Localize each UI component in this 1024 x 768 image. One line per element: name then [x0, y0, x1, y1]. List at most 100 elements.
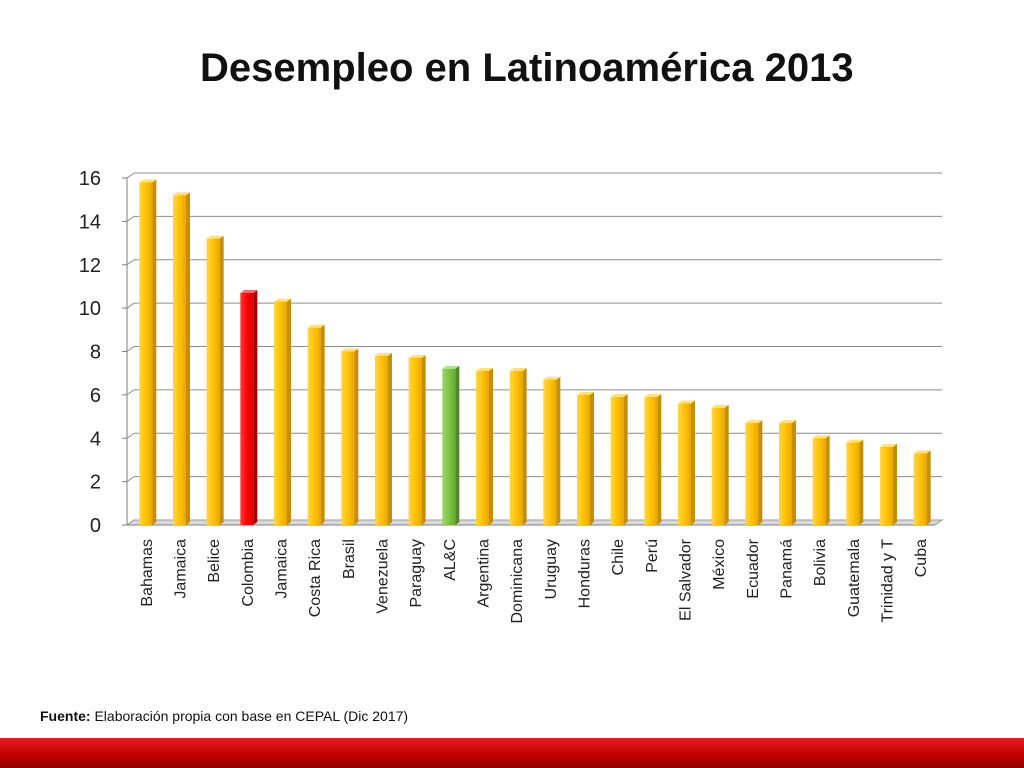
bar — [644, 394, 662, 525]
bar — [745, 420, 763, 525]
bar-front — [375, 355, 388, 525]
bar-front — [610, 397, 624, 525]
x-tick-label: Perú — [644, 539, 661, 573]
bar-side — [320, 324, 325, 525]
bar-front — [644, 397, 658, 525]
bar-side — [354, 348, 359, 525]
x-tick-label: Colombia — [240, 539, 257, 607]
y-tick-label: 4 — [90, 428, 101, 450]
bar — [846, 439, 864, 525]
bar-top — [442, 365, 460, 369]
bar-top — [240, 289, 258, 293]
x-tick-label: Uruguay — [543, 539, 560, 599]
bar — [476, 368, 493, 525]
bar — [812, 435, 830, 525]
gridlines — [126, 172, 942, 526]
bar-side — [792, 420, 796, 525]
bar-side — [219, 235, 224, 525]
gridline-depth — [126, 302, 135, 309]
source-note: Fuente: Elaboración propia con base en C… — [40, 708, 408, 724]
bar-top — [745, 420, 763, 424]
gridline-depth — [126, 432, 135, 439]
bar-top — [711, 404, 729, 408]
slide-title: Desempleo en Latinoamérica 2013 — [200, 46, 854, 90]
x-tick-label: Bahamas — [139, 539, 156, 607]
bar-front — [341, 351, 355, 525]
gridline-depth — [126, 389, 135, 396]
source-text: Elaboración propia con base en CEPAL (Di… — [94, 708, 409, 724]
bar-front — [240, 292, 254, 525]
bar-top — [509, 368, 527, 372]
bar-top — [678, 400, 695, 404]
bar — [442, 365, 460, 525]
bar — [375, 352, 392, 525]
bar-top — [307, 324, 325, 328]
footer-band — [0, 738, 1024, 768]
bar-top — [173, 192, 190, 196]
tick-labels: 0 2 4 6 8 10 12 14 16 Bahamas Jamaica Belice Colombi… — [79, 168, 930, 623]
x-tick-label: El Salvador — [678, 538, 695, 620]
bar-top — [610, 394, 628, 398]
bar-top — [206, 235, 224, 239]
x-tick-label: Guatemala — [846, 539, 863, 617]
bar-front — [812, 438, 826, 525]
bar-side — [724, 404, 729, 525]
bar-front — [408, 358, 422, 525]
bar-side — [489, 368, 493, 525]
bar-front — [745, 423, 759, 525]
bar — [139, 179, 157, 525]
x-tick-label: Belice — [206, 539, 223, 583]
gridline-depth — [126, 215, 135, 222]
bar-side — [623, 394, 628, 525]
x-tick-label: AL&C — [442, 539, 459, 581]
bar-side — [388, 352, 392, 525]
bar-side — [657, 394, 662, 525]
x-tick-label: Paraguay — [408, 539, 425, 608]
bar-side — [522, 368, 527, 525]
x-tick-label: Costa Rica — [307, 539, 324, 617]
bar-front — [139, 182, 153, 525]
bar-front — [274, 301, 287, 525]
bar — [543, 376, 561, 525]
bar-front — [307, 327, 321, 525]
bar-top — [476, 368, 493, 372]
bar-side — [152, 179, 157, 525]
y-tick-label: 2 — [90, 472, 101, 494]
bar-side — [455, 365, 460, 525]
gridline-depth — [126, 259, 135, 266]
y-tick-label: 14 — [79, 211, 101, 233]
axes — [122, 177, 944, 526]
bar-side — [926, 450, 931, 525]
bar — [240, 289, 258, 525]
bar-side — [287, 298, 291, 525]
bar — [307, 324, 325, 525]
bar-top — [543, 376, 561, 380]
bar-top — [139, 179, 157, 183]
bar-top — [274, 298, 291, 302]
x-tick-label: Venezuela — [375, 539, 392, 614]
y-tick-label: 16 — [79, 168, 101, 190]
bar — [880, 443, 897, 525]
bar — [173, 192, 190, 525]
bar — [577, 391, 594, 525]
y-tick-label: 6 — [90, 385, 101, 407]
bar-top — [644, 394, 662, 398]
bar-front — [678, 403, 691, 525]
x-tick-label: Chile — [610, 539, 627, 576]
bar-front — [846, 442, 860, 525]
x-tick-label: México — [711, 539, 728, 590]
bar-front — [543, 379, 557, 525]
y-tick-label: 10 — [79, 298, 101, 320]
bar-top — [341, 348, 359, 352]
x-tick-label: Jamaica — [274, 539, 291, 599]
bar — [913, 450, 931, 525]
bar-top — [913, 450, 931, 454]
bars — [139, 179, 931, 525]
x-tick-label: Jamaica — [173, 539, 190, 599]
bar — [610, 394, 628, 525]
gridline-depth — [126, 346, 135, 352]
bar-top — [408, 355, 426, 359]
bar-top — [779, 420, 796, 424]
bar-front — [476, 371, 489, 525]
bar-front — [711, 407, 725, 525]
